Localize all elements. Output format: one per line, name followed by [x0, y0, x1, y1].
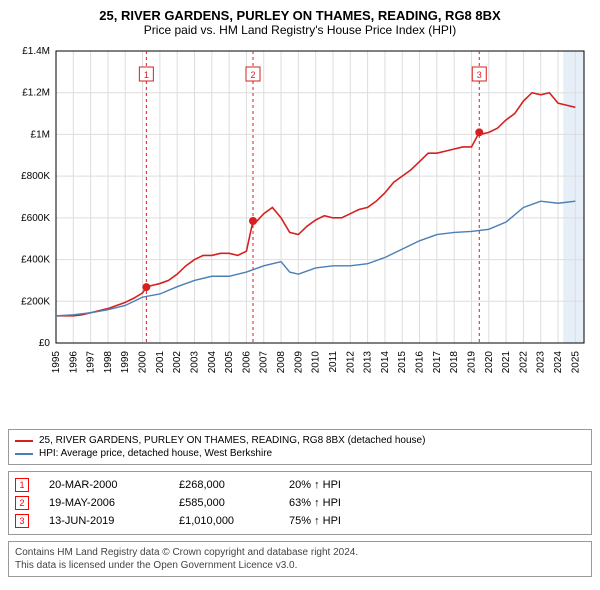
svg-text:1998: 1998: [103, 351, 114, 374]
svg-text:£800K: £800K: [21, 171, 50, 182]
svg-text:£600K: £600K: [21, 213, 50, 224]
svg-text:1995: 1995: [51, 351, 62, 374]
svg-text:£1.2M: £1.2M: [22, 88, 50, 99]
svg-text:2022: 2022: [518, 351, 529, 374]
legend-swatch: [15, 453, 33, 455]
svg-text:2023: 2023: [536, 351, 547, 374]
svg-text:2002: 2002: [172, 351, 183, 374]
sale-price: £585,000: [179, 497, 269, 509]
legend-row: 25, RIVER GARDENS, PURLEY ON THAMES, REA…: [15, 434, 585, 447]
svg-text:2010: 2010: [311, 351, 322, 374]
sale-date: 19-MAY-2006: [49, 497, 159, 509]
sale-date: 13-JUN-2019: [49, 515, 159, 527]
svg-text:2016: 2016: [415, 351, 426, 374]
sale-row: 2 19-MAY-2006 £585,000 63% ↑ HPI: [15, 494, 585, 512]
sale-marker: 1: [15, 478, 29, 492]
svg-text:£0: £0: [39, 338, 51, 349]
svg-text:£1.4M: £1.4M: [22, 46, 50, 57]
sale-price: £1,010,000: [179, 515, 269, 527]
svg-text:1996: 1996: [68, 351, 79, 374]
price-chart: £0 £200K £400K £600K £800K £1M £1.2M £1.4M 1995 1…: [8, 43, 592, 423]
svg-text:2025: 2025: [570, 351, 581, 374]
svg-text:2019: 2019: [466, 351, 477, 374]
page-title: 25, RIVER GARDENS, PURLEY ON THAMES, REA…: [8, 8, 592, 23]
legend-label: 25, RIVER GARDENS, PURLEY ON THAMES, REA…: [39, 435, 425, 446]
svg-text:2014: 2014: [380, 351, 391, 374]
svg-text:2020: 2020: [484, 351, 495, 374]
svg-text:2008: 2008: [276, 351, 287, 374]
footnote-line: This data is licensed under the Open Gov…: [15, 559, 585, 572]
svg-text:2004: 2004: [207, 351, 218, 374]
sales-table: 1 20-MAR-2000 £268,000 20% ↑ HPI 2 19-MAY-200…: [8, 471, 592, 535]
sale-pct: 20% ↑ HPI: [289, 479, 389, 491]
svg-text:2006: 2006: [241, 351, 252, 374]
svg-text:2005: 2005: [224, 351, 235, 374]
svg-text:2015: 2015: [397, 351, 408, 374]
svg-text:1999: 1999: [120, 351, 131, 374]
svg-text:1: 1: [144, 70, 149, 80]
svg-text:£1M: £1M: [31, 129, 50, 140]
legend-label: HPI: Average price, detached house, West…: [39, 448, 272, 459]
svg-text:2012: 2012: [345, 351, 356, 374]
svg-text:2001: 2001: [155, 351, 166, 374]
sale-row: 1 20-MAR-2000 £268,000 20% ↑ HPI: [15, 476, 585, 494]
svg-text:2: 2: [250, 70, 255, 80]
footnote: Contains HM Land Registry data © Crown c…: [8, 541, 592, 577]
sale-price: £268,000: [179, 479, 269, 491]
svg-text:£400K: £400K: [21, 255, 50, 266]
svg-text:2024: 2024: [553, 351, 564, 374]
svg-text:2018: 2018: [449, 351, 460, 374]
sale-marker: 2: [15, 496, 29, 510]
legend-row: HPI: Average price, detached house, West…: [15, 447, 585, 460]
sale-row: 3 13-JUN-2019 £1,010,000 75% ↑ HPI: [15, 512, 585, 530]
sale-date: 20-MAR-2000: [49, 479, 159, 491]
svg-text:1997: 1997: [86, 351, 97, 374]
svg-text:£200K: £200K: [21, 296, 50, 307]
svg-text:2009: 2009: [293, 351, 304, 374]
svg-text:3: 3: [477, 70, 482, 80]
legend: 25, RIVER GARDENS, PURLEY ON THAMES, REA…: [8, 429, 592, 465]
legend-swatch: [15, 440, 33, 442]
footnote-line: Contains HM Land Registry data © Crown c…: [15, 546, 585, 559]
svg-text:2013: 2013: [363, 351, 374, 374]
sale-marker: 3: [15, 514, 29, 528]
svg-text:2017: 2017: [432, 351, 443, 374]
page-subtitle: Price paid vs. HM Land Registry's House …: [8, 23, 592, 37]
svg-text:2003: 2003: [189, 351, 200, 374]
svg-text:2000: 2000: [138, 351, 149, 374]
sale-pct: 63% ↑ HPI: [289, 497, 389, 509]
svg-text:2007: 2007: [259, 351, 270, 374]
svg-text:2021: 2021: [501, 351, 512, 374]
svg-text:2011: 2011: [328, 351, 339, 373]
sale-pct: 75% ↑ HPI: [289, 515, 389, 527]
